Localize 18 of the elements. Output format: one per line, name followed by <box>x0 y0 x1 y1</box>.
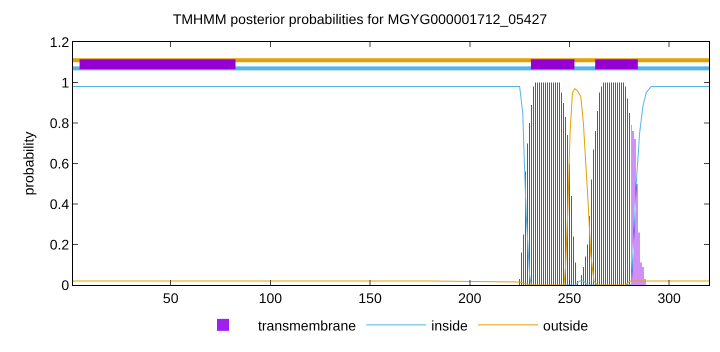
chart-title: TMHMM posterior probabilities for MGYG000001712_05427 <box>172 10 548 27</box>
y-tick-label: 0.2 <box>50 236 70 252</box>
y-tick-label: 0.6 <box>50 155 70 172</box>
x-tick-label: 150 <box>358 290 382 306</box>
x-tick-label: 250 <box>558 290 582 306</box>
y-tick-label: 1.2 <box>50 34 70 50</box>
x-tick-label: 300 <box>657 290 682 306</box>
y-tick-label: 0 <box>61 276 70 293</box>
y-tick-label: 0.4 <box>50 196 70 212</box>
legend-label: outside <box>543 317 588 334</box>
y-tick-label: 0.8 <box>50 114 70 131</box>
legend-label: inside <box>431 317 468 334</box>
x-tick-label: 200 <box>458 290 482 306</box>
y-tick-label: 1 <box>61 74 70 90</box>
x-tick-label: 50 <box>162 290 179 306</box>
legend-label: transmembrane <box>258 317 356 334</box>
y-axis-title: probability <box>20 132 36 196</box>
x-tick-label: 100 <box>258 290 282 306</box>
